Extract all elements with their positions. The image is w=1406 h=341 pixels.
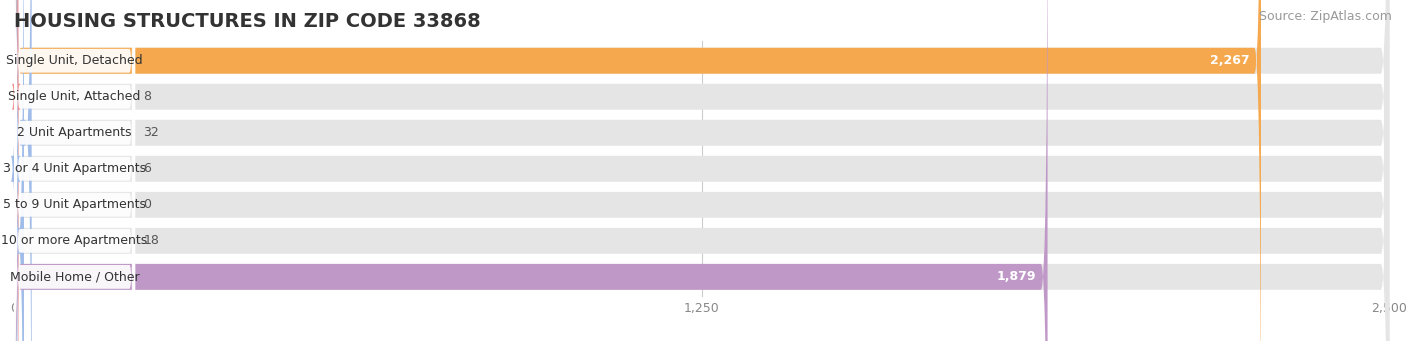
FancyBboxPatch shape [11, 0, 21, 341]
Text: 32: 32 [143, 126, 159, 139]
FancyBboxPatch shape [14, 0, 135, 341]
FancyBboxPatch shape [14, 0, 1389, 341]
FancyBboxPatch shape [14, 0, 32, 341]
Text: Mobile Home / Other: Mobile Home / Other [10, 270, 139, 283]
Text: Source: ZipAtlas.com: Source: ZipAtlas.com [1258, 10, 1392, 23]
FancyBboxPatch shape [14, 0, 1389, 341]
Text: 18: 18 [143, 234, 159, 247]
Text: 3 or 4 Unit Apartments: 3 or 4 Unit Apartments [3, 162, 146, 175]
Text: 6: 6 [143, 162, 152, 175]
FancyBboxPatch shape [11, 0, 21, 341]
FancyBboxPatch shape [14, 0, 1261, 341]
Text: 0: 0 [143, 198, 152, 211]
Text: 5 to 9 Unit Apartments: 5 to 9 Unit Apartments [3, 198, 146, 211]
Text: Single Unit, Detached: Single Unit, Detached [6, 54, 143, 67]
FancyBboxPatch shape [14, 0, 1389, 341]
FancyBboxPatch shape [14, 0, 1389, 341]
Text: Single Unit, Attached: Single Unit, Attached [8, 90, 141, 103]
FancyBboxPatch shape [14, 0, 1389, 341]
FancyBboxPatch shape [14, 0, 135, 341]
Text: 2,267: 2,267 [1211, 54, 1250, 67]
Text: 1,879: 1,879 [997, 270, 1036, 283]
FancyBboxPatch shape [14, 0, 1047, 341]
FancyBboxPatch shape [14, 0, 135, 341]
Text: 10 or more Apartments: 10 or more Apartments [1, 234, 148, 247]
Text: HOUSING STRUCTURES IN ZIP CODE 33868: HOUSING STRUCTURES IN ZIP CODE 33868 [14, 12, 481, 31]
FancyBboxPatch shape [14, 0, 135, 341]
FancyBboxPatch shape [14, 0, 135, 341]
FancyBboxPatch shape [14, 0, 135, 341]
FancyBboxPatch shape [14, 0, 135, 341]
FancyBboxPatch shape [14, 0, 1389, 341]
FancyBboxPatch shape [14, 0, 1389, 341]
FancyBboxPatch shape [14, 0, 24, 341]
Text: 8: 8 [143, 90, 152, 103]
Text: 2 Unit Apartments: 2 Unit Apartments [17, 126, 132, 139]
